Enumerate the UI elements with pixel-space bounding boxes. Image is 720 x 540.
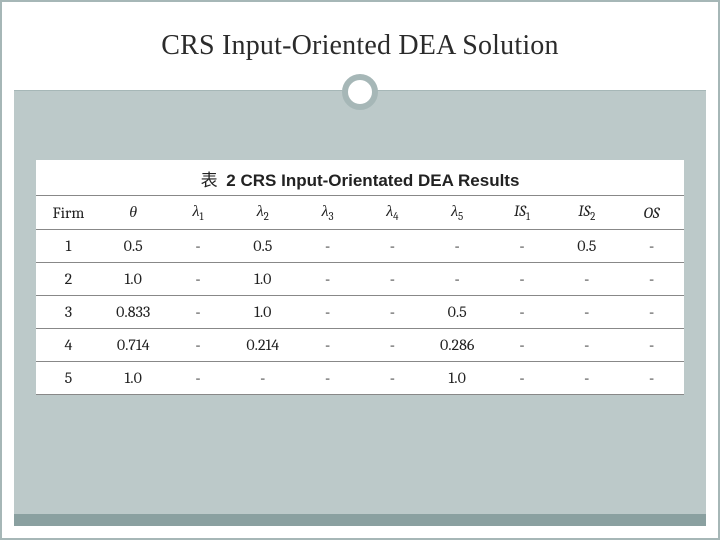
table-cell: - (166, 296, 231, 329)
table-header-cell: λ2 (230, 196, 295, 230)
table-cell: - (166, 329, 231, 362)
table-cell: 1.0 (230, 263, 295, 296)
table-cell: - (490, 263, 555, 296)
table-cell: - (619, 230, 684, 263)
table-cell: 1 (36, 230, 101, 263)
table-header-cell: IS2 (554, 196, 619, 230)
table-container: 表 2 CRS Input-Orientated DEA Results Fir… (36, 160, 684, 395)
table-header-cell: Firm (36, 196, 101, 230)
table-cell: - (360, 296, 425, 329)
table-cell: - (619, 263, 684, 296)
table-cell: 0.833 (101, 296, 166, 329)
table-cell: - (295, 329, 360, 362)
slide-frame: CRS Input-Oriented DEA Solution 表 2 CRS … (0, 0, 720, 540)
table-cell: 0.5 (230, 230, 295, 263)
table-cell: 0.5 (425, 296, 490, 329)
table-header-cell: IS1 (490, 196, 555, 230)
table-row: 30.833-1.0--0.5--- (36, 296, 684, 329)
table-cell: - (360, 263, 425, 296)
table-cell: - (554, 296, 619, 329)
bottom-accent-strip (14, 514, 706, 526)
table-cell: - (490, 296, 555, 329)
table-cell: - (166, 230, 231, 263)
table-cell: - (554, 329, 619, 362)
table-header-cell: λ3 (295, 196, 360, 230)
table-cell: - (619, 329, 684, 362)
table-header-row: Firmθλ1λ2λ3λ4λ5IS1IS2OS (36, 196, 684, 230)
table-cell: - (295, 296, 360, 329)
table-cell: - (554, 362, 619, 395)
table-cell: 0.5 (554, 230, 619, 263)
table-cell: - (490, 329, 555, 362)
table-cell: - (360, 230, 425, 263)
table-cell: 1.0 (425, 362, 490, 395)
table-row: 40.714-0.214--0.286--- (36, 329, 684, 362)
table-cell: - (295, 230, 360, 263)
table-cell: - (166, 362, 231, 395)
table-cell: 0.5 (101, 230, 166, 263)
ring-icon (342, 74, 378, 110)
table-cell: - (230, 362, 295, 395)
table-header-cell: λ1 (166, 196, 231, 230)
table-cell: - (360, 329, 425, 362)
table-cell: - (295, 362, 360, 395)
table-cell: - (490, 230, 555, 263)
table-cell: - (490, 362, 555, 395)
table-row: 21.0-1.0------ (36, 263, 684, 296)
table-cell: 1.0 (230, 296, 295, 329)
table-caption: 表 2 CRS Input-Orientated DEA Results (36, 160, 684, 195)
page-title: CRS Input-Oriented DEA Solution (161, 30, 558, 62)
table-row: 51.0----1.0--- (36, 362, 684, 395)
table-cell: 0.714 (101, 329, 166, 362)
table-cell: - (425, 230, 490, 263)
table-cell: 1.0 (101, 362, 166, 395)
table-cell: 3 (36, 296, 101, 329)
table-header-cell: λ5 (425, 196, 490, 230)
table-body: 10.5-0.5----0.5-21.0-1.0------30.833-1.0… (36, 230, 684, 395)
table-cell: - (295, 263, 360, 296)
table-cell: 1.0 (101, 263, 166, 296)
results-table: Firmθλ1λ2λ3λ4λ5IS1IS2OS 10.5-0.5----0.5-… (36, 195, 684, 395)
table-header-cell: λ4 (360, 196, 425, 230)
table-header-cell: OS (619, 196, 684, 230)
table-cell: 4 (36, 329, 101, 362)
table-cell: - (554, 263, 619, 296)
table-cell: 5 (36, 362, 101, 395)
caption-prefix: 表 (201, 171, 218, 190)
table-cell: 0.286 (425, 329, 490, 362)
table-cell: 0.214 (230, 329, 295, 362)
table-cell: 2 (36, 263, 101, 296)
table-row: 10.5-0.5----0.5- (36, 230, 684, 263)
table-cell: - (619, 362, 684, 395)
table-cell: - (619, 296, 684, 329)
caption-text: 2 CRS Input-Orientated DEA Results (226, 171, 519, 190)
table-cell: - (166, 263, 231, 296)
table-cell: - (425, 263, 490, 296)
table-cell: - (360, 362, 425, 395)
table-header-cell: θ (101, 196, 166, 230)
